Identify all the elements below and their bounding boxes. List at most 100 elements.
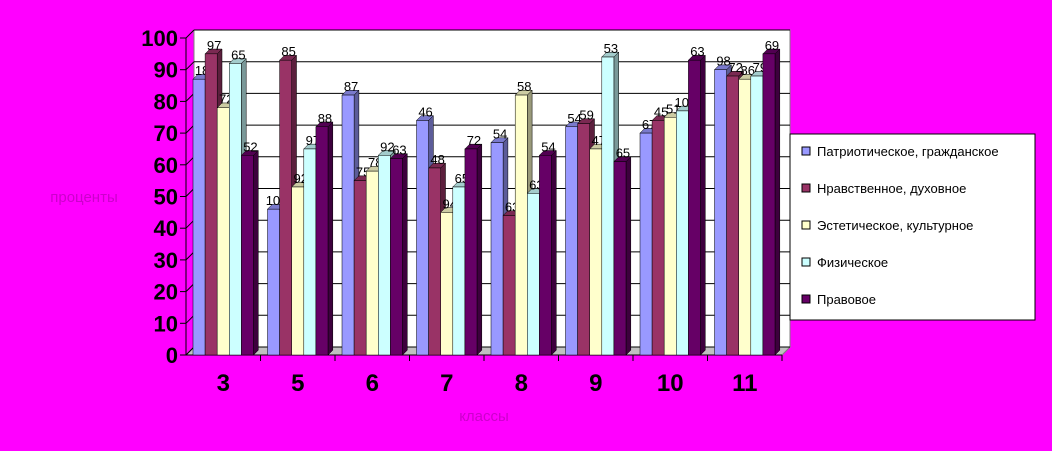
- bar-front: [490, 142, 504, 356]
- gridline-diagonal: [185, 251, 195, 261]
- data-label: 87: [344, 79, 358, 94]
- data-label: 72: [467, 133, 481, 148]
- legend-swatch: [801, 220, 811, 230]
- bar-front: [577, 123, 590, 356]
- data-label: 54: [493, 127, 507, 142]
- y-tick-label: 10: [154, 311, 178, 336]
- data-label: 97: [207, 38, 221, 53]
- bar-front: [738, 78, 752, 356]
- data-label: 88: [318, 111, 332, 126]
- data-label: 63: [690, 44, 704, 59]
- data-label: 58: [517, 79, 531, 94]
- y-tick-label: 40: [154, 216, 178, 241]
- data-label: 46: [418, 104, 432, 119]
- bar: [389, 153, 408, 356]
- gridline-diagonal: [185, 61, 195, 71]
- data-label: 54: [541, 139, 555, 154]
- data-label: 72: [728, 60, 742, 75]
- data-label: 54: [567, 111, 581, 126]
- data-label: 65: [231, 47, 245, 62]
- bar-front: [762, 53, 776, 356]
- bar: [613, 156, 632, 356]
- x-tick-label: 8: [515, 370, 528, 397]
- bar-front: [527, 193, 540, 356]
- x-tick-label: 6: [366, 370, 379, 397]
- legend-label: Патриотическое, гражданское: [817, 144, 999, 159]
- data-label: 65: [616, 146, 630, 161]
- y-tick-label: 50: [154, 185, 178, 210]
- legend-label: Эстетическое, культурное: [817, 218, 973, 233]
- legend-item: Нравственное, духовное: [801, 181, 966, 196]
- bar: [315, 121, 334, 356]
- data-label: 52: [243, 139, 257, 154]
- bar-front: [229, 63, 242, 356]
- legend-swatch: [801, 183, 811, 193]
- bar-front: [452, 186, 466, 356]
- gridline-diagonal: [185, 93, 195, 102]
- x-tick-label: 11: [732, 370, 757, 397]
- bar-front: [192, 78, 206, 356]
- data-label: 92: [380, 139, 394, 154]
- gridline-diagonal: [185, 219, 195, 229]
- data-label: 86: [741, 63, 755, 78]
- bar-side: [476, 143, 483, 356]
- gridline-diagonal: [185, 314, 195, 324]
- bar-front: [514, 94, 528, 356]
- bar-front: [303, 148, 317, 356]
- bar-side: [327, 121, 334, 356]
- bar: [687, 54, 706, 356]
- gridline-diagonal: [185, 283, 195, 292]
- bar-side: [402, 153, 408, 356]
- bar-front: [341, 94, 355, 356]
- x-axis-title: классы: [459, 408, 509, 425]
- y-tick-label: 80: [154, 89, 178, 114]
- y-tick-label: 90: [154, 58, 178, 83]
- bar: [538, 149, 557, 356]
- x-tick-label: 7: [440, 370, 453, 397]
- bar-front: [589, 148, 603, 356]
- legend-label: Нравственное, духовное: [817, 181, 966, 196]
- bar-front: [539, 155, 552, 356]
- gridline-diagonal: [185, 156, 195, 166]
- bar-front: [639, 132, 653, 356]
- gridline-diagonal: [185, 29, 195, 39]
- y-tick-label: 70: [154, 121, 178, 146]
- y-tick-label: 20: [154, 280, 178, 305]
- data-label: 85: [281, 44, 295, 59]
- bar: [464, 143, 483, 356]
- bar-front: [241, 155, 254, 356]
- legend: Патриотическое, гражданское Нравственное,…: [789, 133, 1036, 321]
- legend-label: Физическое: [817, 255, 888, 270]
- gridline-diagonal: [185, 188, 195, 197]
- y-tick-label: 30: [154, 248, 178, 273]
- bar-front: [613, 161, 627, 356]
- bar-front: [688, 59, 701, 356]
- y-axis-title: проценты: [50, 189, 118, 206]
- bar-front: [502, 215, 516, 356]
- bar-front: [440, 212, 454, 356]
- bar-front: [416, 120, 429, 356]
- bar-front: [565, 126, 578, 356]
- x-tick-label: 10: [657, 370, 684, 397]
- bar-front: [464, 148, 478, 356]
- legend-swatch: [801, 257, 811, 267]
- legend-item: Патриотическое, гражданское: [801, 144, 999, 159]
- bar-front: [315, 126, 329, 356]
- data-label: 63: [392, 142, 406, 157]
- bar-side: [774, 48, 781, 356]
- bar-front: [651, 120, 665, 356]
- bar-front: [365, 170, 379, 356]
- legend-label: Правовое: [817, 292, 876, 307]
- data-label: 59: [579, 108, 593, 123]
- gridline-diagonal: [185, 346, 195, 356]
- y-tick-label: 100: [141, 26, 178, 51]
- bar-front: [428, 167, 441, 356]
- bar-front: [676, 110, 689, 356]
- bar-front: [663, 117, 677, 356]
- bar: [762, 48, 781, 356]
- bar-side: [253, 149, 259, 356]
- bar-front: [267, 208, 280, 356]
- plot-area: 0102030405060708090100318977265525100859…: [141, 26, 792, 397]
- bar-front: [279, 59, 292, 356]
